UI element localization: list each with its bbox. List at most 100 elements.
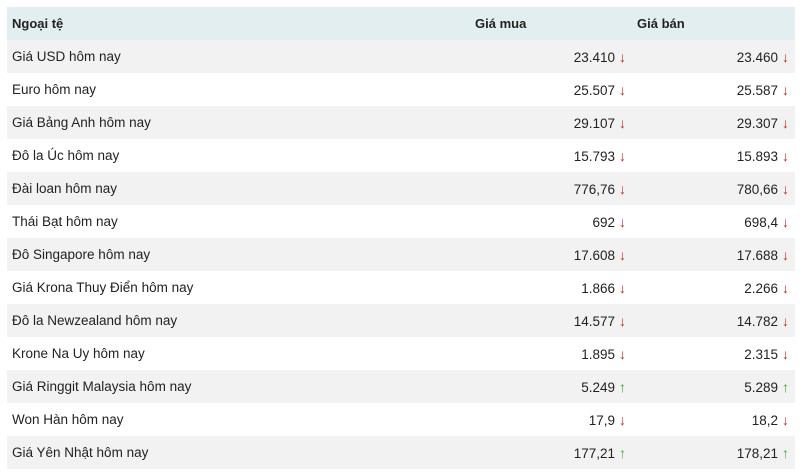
buy-price: 14.577 — [573, 313, 615, 329]
arrow-down-icon: ↓ — [782, 48, 789, 65]
sell-price-cell: 5.289 ↑ — [632, 370, 795, 403]
currency-name: Đô la Newzealand hôm nay — [7, 304, 470, 337]
buy-price-cell: 1.866 ↓ — [470, 271, 632, 304]
sell-price: 18,2 — [751, 412, 778, 428]
currency-name: Euro hôm nay — [7, 73, 470, 106]
buy-price-cell: 14.577 ↓ — [470, 304, 632, 337]
buy-price: 776,76 — [573, 181, 615, 197]
arrow-up-icon: ↑ — [782, 444, 789, 461]
currency-name: Krone Na Uy hôm nay — [7, 337, 470, 370]
currency-name: Giá USD hôm nay — [7, 40, 470, 73]
buy-price: 692 — [592, 214, 615, 230]
sell-price-cell: 25.587 ↓ — [632, 73, 795, 106]
table-row: Thái Bạt hôm nay 692 ↓ 698,4 ↓ — [7, 205, 795, 238]
sell-price-cell: 780,66 ↓ — [632, 172, 795, 205]
sell-price-cell: 18,2 ↓ — [632, 403, 795, 436]
arrow-down-icon: ↓ — [782, 81, 789, 98]
buy-price-cell: 692 ↓ — [470, 205, 632, 238]
buy-price: 25.507 — [573, 82, 615, 98]
sell-price: 15.893 — [736, 148, 778, 164]
header-buy: Giá mua — [470, 7, 632, 40]
arrow-down-icon: ↓ — [619, 180, 626, 197]
sell-price: 178,21 — [736, 445, 778, 461]
buy-price-cell: 776,76 ↓ — [470, 172, 632, 205]
table-row: Krone Na Uy hôm nay 1.895 ↓ 2.315 ↓ — [7, 337, 795, 370]
sell-price-cell: 698,4 ↓ — [632, 205, 795, 238]
sell-price-cell: 14.782 ↓ — [632, 304, 795, 337]
buy-price: 15.793 — [573, 148, 615, 164]
buy-price-cell: 1.895 ↓ — [470, 337, 632, 370]
table-row: Đô la Úc hôm nay 15.793 ↓ 15.893 ↓ — [7, 139, 795, 172]
buy-price: 17.608 — [573, 247, 615, 263]
buy-price-cell: 23.410 ↓ — [470, 40, 632, 73]
buy-price-cell: 29.107 ↓ — [470, 106, 632, 139]
arrow-up-icon: ↑ — [782, 378, 789, 395]
buy-price: 1.895 — [581, 346, 615, 362]
buy-price: 29.107 — [573, 115, 615, 131]
arrow-down-icon: ↓ — [619, 213, 626, 230]
header-currency: Ngoại tệ — [7, 7, 470, 40]
buy-price-cell: 17,9 ↓ — [470, 403, 632, 436]
exchange-rate-table: Ngoại tệ Giá mua Giá bán Giá USD hôm nay… — [7, 7, 795, 469]
table-row: Giá Yên Nhật hôm nay 177,21 ↑ 178,21 ↑ — [7, 436, 795, 469]
arrow-down-icon: ↓ — [782, 411, 789, 428]
currency-name: Đô la Úc hôm nay — [7, 139, 470, 172]
sell-price-cell: 15.893 ↓ — [632, 139, 795, 172]
buy-price-cell: 177,21 ↑ — [470, 436, 632, 469]
arrow-down-icon: ↓ — [619, 345, 626, 362]
sell-price: 2.315 — [744, 346, 778, 362]
sell-price: 23.460 — [736, 49, 778, 65]
arrow-down-icon: ↓ — [782, 180, 789, 197]
sell-price: 2.266 — [744, 280, 778, 296]
sell-price-cell: 178,21 ↑ — [632, 436, 795, 469]
buy-price-cell: 5.249 ↑ — [470, 370, 632, 403]
buy-price-cell: 15.793 ↓ — [470, 139, 632, 172]
table-row: Euro hôm nay 25.507 ↓ 25.587 ↓ — [7, 73, 795, 106]
table-row: Giá Bảng Anh hôm nay 29.107 ↓ 29.307 ↓ — [7, 106, 795, 139]
sell-price: 698,4 — [744, 214, 778, 230]
sell-price-cell: 29.307 ↓ — [632, 106, 795, 139]
arrow-down-icon: ↓ — [782, 312, 789, 329]
sell-price: 780,66 — [736, 181, 778, 197]
sell-price: 25.587 — [736, 82, 778, 98]
table-row: Đô la Newzealand hôm nay 14.577 ↓ 14.782 ↓ — [7, 304, 795, 337]
sell-price-cell: 23.460 ↓ — [632, 40, 795, 73]
arrow-down-icon: ↓ — [619, 48, 626, 65]
sell-price-cell: 2.266 ↓ — [632, 271, 795, 304]
table-row: Đài loan hôm nay 776,76 ↓ 780,66 ↓ — [7, 172, 795, 205]
currency-name: Giá Krona Thuy Điển hôm nay — [7, 271, 470, 304]
arrow-down-icon: ↓ — [782, 279, 789, 296]
sell-price-cell: 17.688 ↓ — [632, 238, 795, 271]
currency-name: Đài loan hôm nay — [7, 172, 470, 205]
currency-name: Giá Bảng Anh hôm nay — [7, 106, 470, 139]
arrow-down-icon: ↓ — [782, 213, 789, 230]
arrow-up-icon: ↑ — [619, 444, 626, 461]
arrow-down-icon: ↓ — [782, 246, 789, 263]
sell-price-cell: 2.315 ↓ — [632, 337, 795, 370]
currency-name: Giá Yên Nhật hôm nay — [7, 436, 470, 469]
sell-price: 17.688 — [736, 247, 778, 263]
arrow-down-icon: ↓ — [619, 411, 626, 428]
table-header: Ngoại tệ Giá mua Giá bán — [7, 7, 795, 40]
buy-price: 23.410 — [573, 49, 615, 65]
arrow-down-icon: ↓ — [782, 114, 789, 131]
currency-name: Thái Bạt hôm nay — [7, 205, 470, 238]
sell-price: 29.307 — [736, 115, 778, 131]
arrow-down-icon: ↓ — [782, 147, 789, 164]
arrow-down-icon: ↓ — [619, 114, 626, 131]
sell-price: 14.782 — [736, 313, 778, 329]
arrow-down-icon: ↓ — [619, 147, 626, 164]
currency-name: Đô Singapore hôm nay — [7, 238, 470, 271]
buy-price-cell: 17.608 ↓ — [470, 238, 632, 271]
buy-price: 17,9 — [588, 412, 615, 428]
table-row: Đô Singapore hôm nay 17.608 ↓ 17.688 ↓ — [7, 238, 795, 271]
table-row: Giá Krona Thuy Điển hôm nay 1.866 ↓ 2.266 ↓ — [7, 271, 795, 304]
currency-name: Won Hàn hôm nay — [7, 403, 470, 436]
buy-price: 1.866 — [581, 280, 615, 296]
arrow-down-icon: ↓ — [619, 246, 626, 263]
currency-name: Giá Ringgit Malaysia hôm nay — [7, 370, 470, 403]
arrow-down-icon: ↓ — [619, 279, 626, 296]
arrow-down-icon: ↓ — [619, 81, 626, 98]
buy-price-cell: 25.507 ↓ — [470, 73, 632, 106]
table-row: Giá USD hôm nay 23.410 ↓ 23.460 ↓ — [7, 40, 795, 73]
